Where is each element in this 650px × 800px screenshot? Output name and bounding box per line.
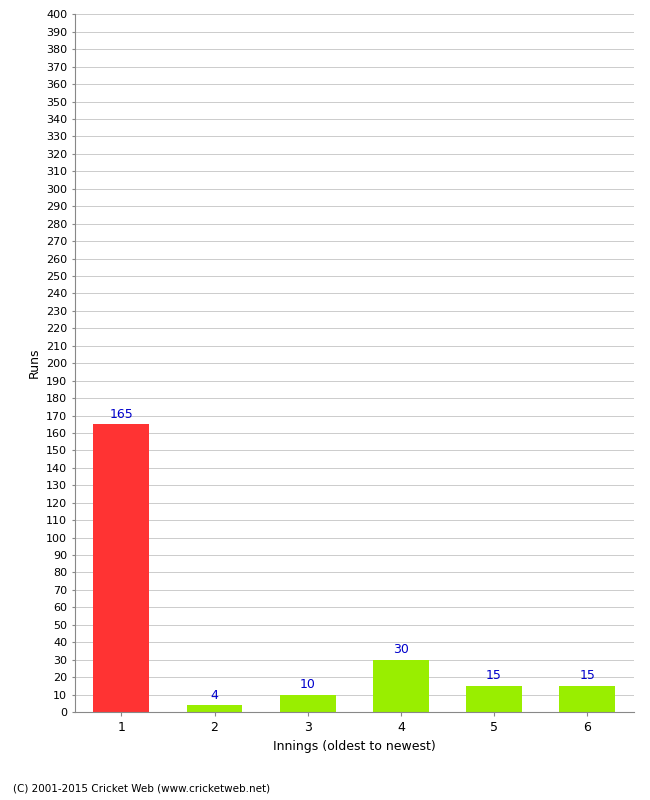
Text: 4: 4 — [211, 689, 218, 702]
Text: (C) 2001-2015 Cricket Web (www.cricketweb.net): (C) 2001-2015 Cricket Web (www.cricketwe… — [13, 784, 270, 794]
Bar — [466, 686, 522, 712]
Bar — [280, 694, 335, 712]
Text: 165: 165 — [109, 408, 133, 421]
Text: 15: 15 — [579, 670, 595, 682]
Bar — [94, 424, 150, 712]
Text: 10: 10 — [300, 678, 316, 691]
Y-axis label: Runs: Runs — [27, 348, 40, 378]
Text: 15: 15 — [486, 670, 502, 682]
Bar — [559, 686, 615, 712]
Bar — [187, 705, 242, 712]
Bar — [373, 660, 429, 712]
X-axis label: Innings (oldest to newest): Innings (oldest to newest) — [273, 739, 436, 753]
Text: 30: 30 — [393, 643, 409, 656]
